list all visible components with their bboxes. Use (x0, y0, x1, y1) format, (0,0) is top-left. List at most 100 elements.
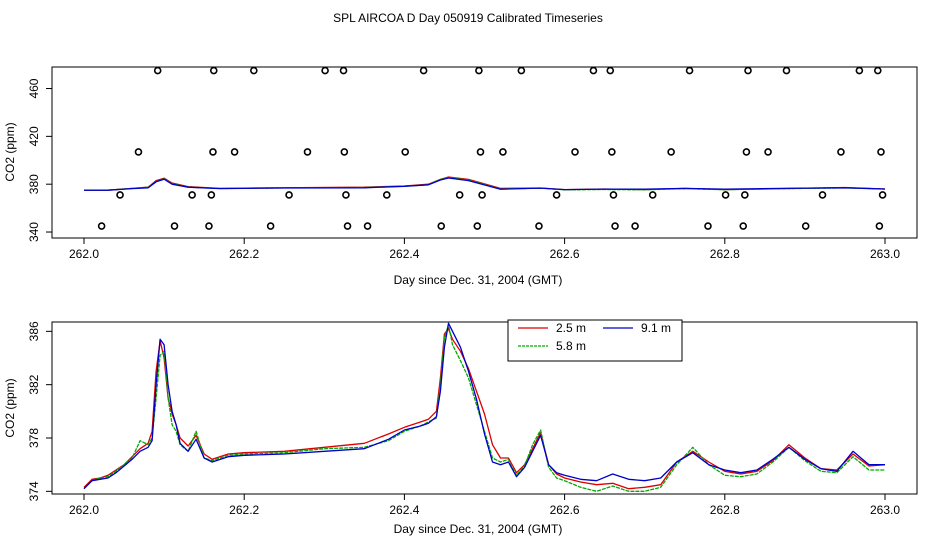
top-y-tick-label: 380 (27, 174, 41, 194)
top-y-tick-label: 340 (27, 222, 41, 242)
bottom-y-tick-label: 382 (27, 374, 41, 394)
top-y-tick-label: 460 (27, 78, 41, 98)
calibration-point (343, 222, 352, 230)
calibration-point (266, 222, 275, 230)
calibration-point (250, 66, 258, 75)
calibration-point (499, 148, 507, 156)
calibration-point (589, 66, 598, 75)
calibration-point (285, 191, 293, 199)
calibration-point (340, 148, 349, 156)
calibration-point (667, 148, 675, 156)
top-y-axis: 340 380 420 460 (27, 78, 52, 242)
calibration-point (741, 191, 749, 199)
bottom-x-tick-label: 262.4 (389, 503, 419, 517)
calibration-point (230, 148, 239, 156)
calibration-point (608, 148, 616, 156)
calibration-point (342, 191, 350, 199)
calibration-point (116, 191, 124, 199)
calibration-point (609, 191, 618, 199)
bottom-y-axis: 374 378 382 386 (27, 321, 52, 501)
calibration-point (801, 222, 810, 230)
calibration-point (878, 191, 887, 199)
calibration-point (363, 222, 372, 230)
top-y-axis-label: CO2 (ppm) (3, 122, 17, 181)
legend: 2.5 m 5.8 m 9.1 m (507, 319, 683, 362)
bottom-x-axis: 262.0 262.2 262.4 262.6 262.8 263.0 (69, 494, 900, 517)
calibration-point (339, 66, 348, 75)
top-series-lines (84, 176, 886, 191)
calibration-point (478, 191, 486, 199)
bottom-y-tick-label: 378 (27, 428, 41, 448)
calibration-point (648, 191, 657, 199)
calibration-point (611, 222, 619, 230)
calibration-point (209, 66, 218, 75)
calibration-point (782, 66, 791, 75)
bottom-series-lines (83, 322, 886, 492)
calibration-point (170, 222, 179, 230)
calibration-point (476, 148, 485, 156)
legend-box (507, 319, 683, 362)
figure-title: SPL AIRCOA D Day 050919 Calibrated Times… (333, 11, 603, 25)
legend-label-5-8m: 5.8 m (556, 339, 586, 353)
bottom-series-9-1-m-line (83, 322, 885, 490)
top-x-tick-label: 262.4 (389, 247, 419, 261)
calibration-point (818, 191, 827, 199)
bottom-chart: 262.0 262.2 262.4 262.6 262.8 263.0 374 378 382… (3, 319, 918, 536)
bottom-y-tick-label: 374 (27, 481, 41, 501)
calibration-point (535, 222, 543, 230)
top-x-tick-label: 262.6 (550, 247, 580, 261)
calibration-point (205, 222, 213, 230)
calibration-point (739, 222, 748, 230)
bottom-x-tick-label: 262.0 (69, 503, 99, 517)
calibration-point (134, 148, 143, 156)
top-x-tick-label: 263.0 (870, 247, 900, 261)
bottom-series-5-8-m-line (83, 324, 885, 492)
calibration-point (571, 148, 579, 156)
bottom-plot-frame (51, 321, 918, 495)
calibration-point (721, 191, 730, 199)
bottom-x-tick-label: 262.6 (550, 503, 580, 517)
legend-label-9-1m: 9.1 m (641, 321, 671, 335)
calibration-point (209, 148, 217, 156)
calibration-point (401, 148, 410, 156)
calibration-point (875, 222, 884, 230)
top-calibration-points (97, 66, 887, 230)
bottom-y-axis-label: CO2 (ppm) (3, 378, 17, 437)
calibration-point (744, 66, 752, 75)
calibration-point (437, 222, 446, 230)
top-x-tick-label: 262.8 (710, 247, 740, 261)
bottom-x-tick-label: 262.2 (229, 503, 259, 517)
calibration-point (704, 222, 712, 230)
calibration-point (606, 66, 615, 75)
bottom-x-tick-label: 262.8 (710, 503, 740, 517)
calibration-point (188, 191, 196, 199)
bottom-y-tick-label: 386 (27, 321, 41, 341)
calibration-point (517, 66, 526, 75)
calibration-point (552, 191, 561, 199)
bottom-x-axis-label: Day since Dec. 31, 2004 (GMT) (394, 522, 563, 536)
calibration-point (473, 222, 482, 230)
top-x-tick-label: 262.2 (229, 247, 259, 261)
top-series-9-1-m-line (84, 177, 886, 191)
calibration-point (97, 222, 106, 230)
calibration-point (455, 191, 464, 199)
calibration-point (475, 66, 483, 75)
top-x-axis-label: Day since Dec. 31, 2004 (GMT) (394, 273, 563, 287)
top-x-axis: 262.0 262.2 262.4 262.6 262.8 263.0 (69, 238, 900, 261)
calibration-point (764, 148, 772, 156)
calibration-point (207, 191, 216, 199)
top-chart: 262.0 262.2 262.4 262.6 262.8 263.0 340 380 420… (3, 66, 918, 287)
calibration-point (419, 66, 428, 75)
top-x-tick-label: 262.0 (69, 247, 99, 261)
calibration-point (631, 222, 639, 230)
calibration-point (303, 148, 312, 156)
calibration-point (382, 191, 391, 199)
top-plot-frame (51, 66, 918, 239)
calibration-point (837, 148, 845, 156)
calibration-point (153, 66, 162, 75)
calibration-point (873, 66, 882, 75)
calibration-point (877, 148, 885, 156)
top-y-tick-label: 420 (27, 126, 41, 146)
legend-label-2-5m: 2.5 m (556, 321, 586, 335)
